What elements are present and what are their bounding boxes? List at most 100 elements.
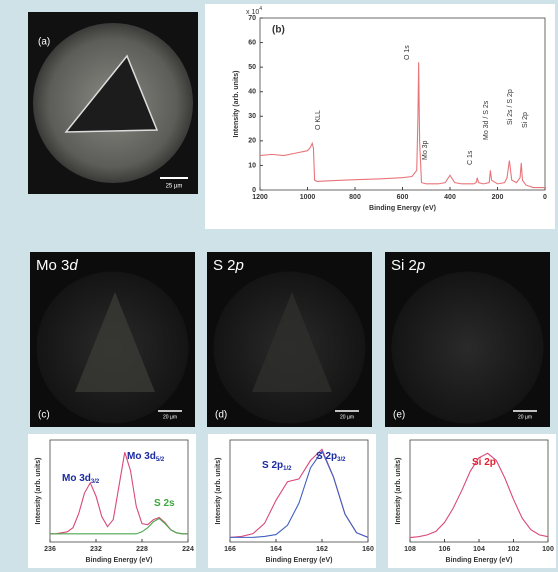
x-tick-label: 164: [270, 546, 282, 553]
peak-label-sub: 3/2: [337, 457, 346, 463]
map-title: S 2p: [213, 257, 244, 274]
peak-label: Mo 3d / S 2s: [483, 100, 490, 140]
peak-label: Si 2p: [472, 457, 496, 468]
y-tick-label: 60: [248, 39, 256, 46]
peak-label-text: C 1s: [467, 150, 474, 165]
peak-label-sub: 1/2: [283, 466, 292, 472]
peak-label-text: Mo 3d: [62, 473, 91, 484]
x-tick-label: 166: [224, 546, 236, 553]
peak-label: Mo 3p: [422, 140, 429, 160]
x-tick-label: 236: [44, 546, 56, 553]
x-axis-title: Binding Energy (eV): [369, 205, 436, 212]
peak-label-text: Mo 3d: [127, 451, 156, 462]
map-title: Mo 3d: [36, 257, 78, 274]
peak-label: S 2s: [154, 498, 175, 509]
y-tick-label: 50: [248, 64, 256, 71]
spectrum-line: [259, 62, 545, 189]
peak-label-text: S 2p: [316, 451, 337, 462]
x-tick-label: 600: [397, 194, 409, 201]
y-tick-label: 20: [248, 138, 256, 145]
map-title-text: Mo 3: [36, 257, 69, 274]
peak-label-sub: 5/2: [156, 457, 165, 463]
peak-label: Mo 3d5/2: [127, 451, 165, 463]
x-tick-label: 232: [90, 546, 102, 553]
x-tick-label: 108: [404, 546, 416, 553]
peak-label: Si 2p: [522, 112, 529, 128]
peak-label: Mo 3d3/2: [62, 473, 100, 485]
peak-label-text: Mo 3d / S 2s: [483, 100, 490, 140]
spectrum-line: [50, 517, 188, 535]
map-flake: [75, 292, 155, 392]
x-tick-label: 162: [316, 546, 328, 553]
map-title-italic: d: [69, 257, 78, 274]
map-disk: [391, 271, 544, 424]
x-tick-label: 106: [439, 546, 451, 553]
y-tick-label: 30: [248, 113, 256, 120]
y-tick-label: 40: [248, 89, 256, 96]
spectrum-line: [50, 452, 188, 535]
multiplier-exp: 4: [259, 6, 262, 12]
x-axis-title: Binding Energy (eV): [446, 557, 513, 564]
peak-label-text: O 1s: [404, 45, 411, 60]
y-axis-title: Intensity (arb. units): [233, 71, 240, 138]
multiplier-base: x 10: [246, 9, 259, 16]
x-tick-label: 800: [349, 194, 361, 201]
y-axis-title: Intensity (arb. units): [395, 458, 402, 525]
x-tick-label: 1000: [300, 194, 316, 201]
peak-label: S 2p3/2: [316, 451, 346, 463]
x-tick-label: 160: [362, 546, 374, 553]
plot-panel: [388, 434, 556, 568]
y-tick-label: 0: [252, 187, 256, 194]
peak-label: O KLL: [315, 110, 322, 130]
map-flake: [252, 292, 332, 392]
y-multiplier: x 104: [246, 6, 262, 16]
peak-label: C 1s: [467, 150, 474, 165]
plot-frame: [49, 439, 189, 543]
scale-bar-text: 20 µm: [340, 414, 354, 420]
peak-label-sub: 3/2: [91, 479, 100, 485]
peak-label-text: S 2p: [262, 460, 283, 471]
y-tick-label: 70: [248, 15, 256, 22]
peak-label: O 1s: [404, 45, 411, 60]
map-title-italic: p: [416, 257, 425, 274]
peak-label-text: Si 2s / S 2p: [507, 89, 514, 125]
peak-label-text: S 2s: [154, 498, 175, 509]
x-tick-label: 200: [492, 194, 504, 201]
map-title-text: S 2: [213, 257, 236, 274]
panel-label: (d): [215, 410, 227, 421]
x-axis-title: Binding Energy (eV): [86, 557, 153, 564]
scale-bar-text: 20 µm: [163, 414, 177, 420]
peak-label: Si 2s / S 2p: [507, 89, 514, 125]
map-title: Si 2p: [391, 257, 425, 274]
map-title-italic: p: [235, 257, 244, 274]
spectrum-line: [409, 452, 549, 539]
plot-panel: [208, 434, 376, 568]
y-axis-title: Intensity (arb. units): [35, 458, 42, 525]
flake: [64, 54, 159, 133]
y-axis-title: Intensity (arb. units): [215, 458, 222, 525]
plot-panel: [205, 4, 555, 229]
y-tick-label: 10: [248, 162, 256, 169]
peak-label: S 2p1/2: [262, 460, 292, 472]
map-title-text: Si 2: [391, 257, 417, 274]
peak-label-text: O KLL: [315, 110, 322, 130]
plot-frame: [229, 439, 369, 543]
scale-bar-text: 25 µm: [166, 184, 183, 190]
peak-label-text: Si 2p: [472, 457, 496, 468]
x-axis-title: Binding Energy (eV): [266, 557, 333, 564]
x-tick-label: 400: [444, 194, 456, 201]
peak-label-text: Mo 3p: [422, 140, 429, 160]
x-tick-label: 0: [543, 194, 547, 201]
scale-bar-text: 20 µm: [518, 414, 532, 420]
spectrum-line: [230, 450, 369, 538]
panel-label: (a): [38, 37, 50, 48]
x-tick-label: 102: [508, 546, 520, 553]
panel-label: (c): [38, 410, 50, 421]
x-tick-label: 100: [542, 546, 554, 553]
panel-label: (b): [272, 25, 285, 36]
x-tick-label: 224: [182, 546, 194, 553]
plot-panel: [28, 434, 196, 568]
peak-label-text: Si 2p: [522, 112, 529, 128]
